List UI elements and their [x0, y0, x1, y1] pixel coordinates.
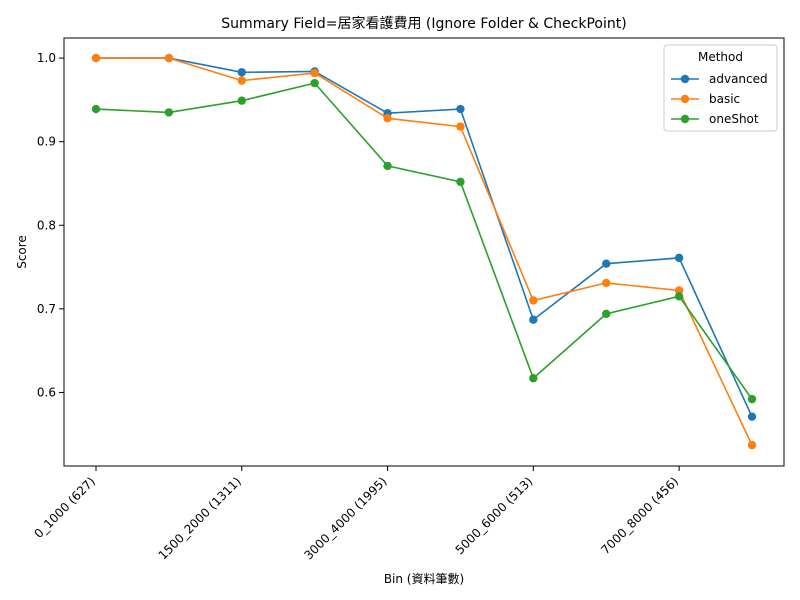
data-point	[747, 440, 757, 450]
data-point	[91, 53, 101, 63]
data-point	[237, 96, 246, 105]
data-point	[529, 296, 538, 305]
series-line	[95, 82, 753, 400]
legend-item-basic: basic	[671, 92, 740, 106]
data-point	[383, 161, 392, 171]
y-tick-label: 0.7	[37, 302, 56, 316]
legend: Method advanced basic oneShot	[663, 44, 778, 132]
legend-marker	[680, 114, 690, 124]
legend-item-oneShot: oneShot	[671, 112, 759, 126]
data-point	[91, 104, 101, 114]
data-point	[602, 259, 611, 268]
data-point	[383, 114, 392, 123]
legend-items: advanced basic oneShot	[671, 72, 768, 126]
data-point	[529, 374, 538, 383]
data-point	[602, 309, 611, 319]
data-point	[674, 292, 684, 301]
series-line	[96, 57, 753, 418]
y-tick-label: 0.8	[37, 218, 56, 232]
y-tick-label: 0.6	[37, 385, 56, 399]
data-point	[456, 177, 465, 186]
legend-label: basic	[709, 92, 740, 106]
data-point	[456, 122, 465, 131]
chart-title: Summary Field=居家看護費用 (Ignore Folder & Ch…	[221, 15, 626, 32]
legend-title: Method	[698, 50, 743, 64]
legend-item-advanced: advanced	[671, 72, 768, 86]
data-point	[310, 78, 319, 88]
data-point	[674, 286, 684, 295]
data-point	[674, 253, 684, 263]
data-point	[602, 278, 611, 288]
legend-label: advanced	[709, 72, 768, 86]
series-oneShot	[91, 78, 757, 404]
plot-frame	[63, 37, 785, 467]
legend-box	[663, 44, 778, 132]
y-tick-label: 0.9	[37, 135, 56, 149]
y-axis: 0.6 0.7 0.8 0.9 1.0	[37, 51, 64, 399]
legend-marker	[680, 94, 690, 104]
data-point	[310, 68, 319, 78]
data-point	[164, 108, 174, 117]
x-axis-label: Bin (資料筆數)	[384, 572, 464, 586]
y-tick-label: 1.0	[37, 51, 56, 65]
data-point	[237, 68, 246, 77]
series-basic	[91, 53, 757, 450]
y-axis-label: Score	[15, 235, 29, 269]
data-point	[747, 394, 757, 404]
data-point	[237, 76, 246, 85]
data-point	[529, 315, 538, 324]
legend-label: oneShot	[709, 112, 759, 126]
data-point	[747, 412, 757, 421]
legend-marker	[680, 74, 690, 84]
data-point	[164, 53, 174, 63]
series-line	[96, 57, 753, 446]
data-point	[456, 104, 465, 114]
series-layer	[91, 53, 757, 450]
